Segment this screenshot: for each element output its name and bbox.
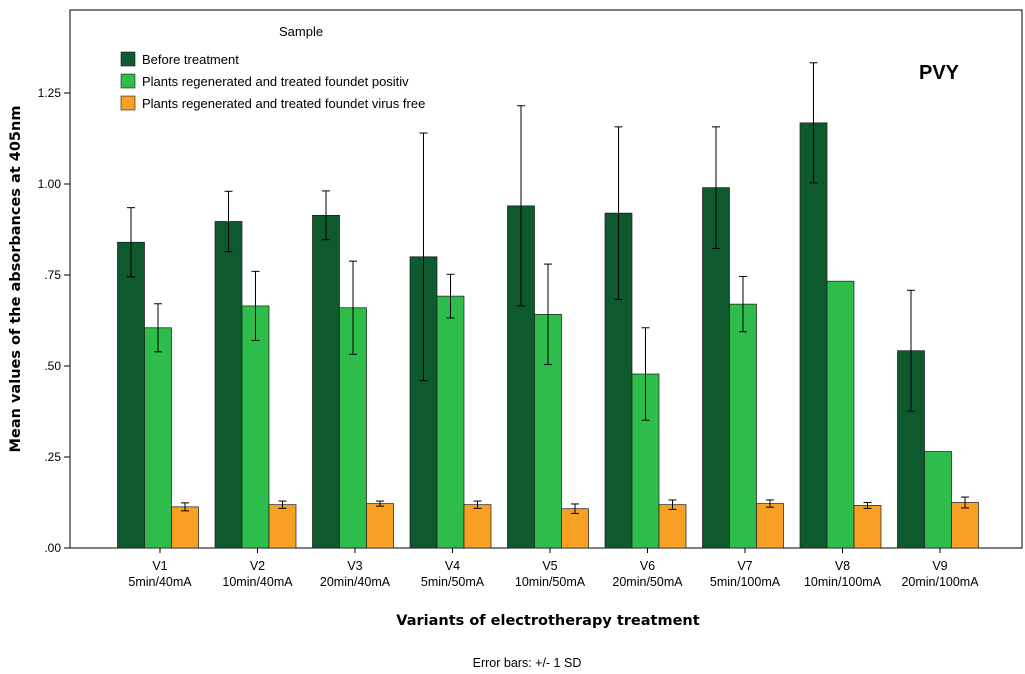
bar bbox=[366, 503, 394, 549]
legend-swatch bbox=[120, 73, 136, 89]
x-tick-label: V8 bbox=[835, 559, 850, 573]
y-tick-label: .50 bbox=[44, 359, 61, 373]
x-tick-sublabel: 20min/100mA bbox=[901, 575, 979, 589]
y-tick-label: .00 bbox=[44, 541, 61, 555]
bar bbox=[268, 504, 297, 549]
y-tick-label: .25 bbox=[44, 450, 61, 464]
virus-annotation: PVY bbox=[919, 62, 960, 84]
bar bbox=[951, 502, 979, 549]
y-tick-label: 1.00 bbox=[38, 177, 62, 191]
bar bbox=[312, 214, 340, 549]
x-axis-title: Variants of electrotherapy treatment bbox=[396, 613, 699, 629]
bar bbox=[799, 122, 828, 549]
error-bar-note: Error bars: +/- 1 SD bbox=[473, 656, 582, 670]
bar bbox=[853, 505, 882, 549]
bar bbox=[561, 508, 589, 549]
x-tick-label: V3 bbox=[347, 559, 362, 573]
y-axis-title: Mean values of the absorbances at 405nm bbox=[8, 106, 24, 453]
bar bbox=[729, 303, 757, 549]
x-tick-sublabel: 5min/100mA bbox=[710, 575, 781, 589]
x-tick-sublabel: 10min/50mA bbox=[515, 575, 586, 589]
bar bbox=[171, 506, 199, 549]
bar bbox=[897, 350, 925, 549]
x-tick-sublabel: 10min/40mA bbox=[222, 575, 293, 589]
bar bbox=[826, 280, 855, 549]
x-tick-label: V9 bbox=[932, 559, 947, 573]
legend-swatch bbox=[120, 51, 136, 67]
bar bbox=[463, 504, 492, 549]
x-tick-sublabel: 10min/100mA bbox=[804, 575, 882, 589]
bar bbox=[117, 241, 145, 549]
bar bbox=[658, 504, 687, 549]
x-tick-label: V1 bbox=[152, 559, 167, 573]
bar bbox=[214, 221, 243, 549]
x-tick-sublabel: 20min/50mA bbox=[612, 575, 683, 589]
y-tick-label: .75 bbox=[44, 268, 61, 282]
legend-label: Plants regenerated and treated foundet v… bbox=[142, 96, 425, 111]
legend-label: Before treatment bbox=[142, 52, 239, 67]
y-tick-label: 1.25 bbox=[38, 86, 62, 100]
x-axis: V1 5min/40mA V2 10min/40mA V3 20min/40mA V4 5mi… bbox=[128, 548, 979, 589]
x-tick-label: V2 bbox=[250, 559, 265, 573]
legend: Sample Before treatment Plants regenerate… bbox=[120, 24, 425, 111]
bar bbox=[507, 205, 535, 549]
bar bbox=[756, 503, 784, 549]
x-tick-label: V7 bbox=[737, 559, 752, 573]
x-tick-sublabel: 5min/50mA bbox=[421, 575, 485, 589]
bars-layer bbox=[117, 62, 979, 549]
x-tick-label: V5 bbox=[542, 559, 557, 573]
legend-label: Plants regenerated and treated foundet p… bbox=[142, 74, 409, 89]
y-axis: .00 .25 .50 .75 1.00 1.25 bbox=[38, 86, 70, 555]
x-tick-label: V4 bbox=[445, 559, 460, 573]
bar bbox=[144, 327, 172, 549]
bar bbox=[436, 295, 465, 549]
bar bbox=[924, 451, 952, 549]
x-tick-sublabel: 5min/40mA bbox=[128, 575, 192, 589]
x-tick-sublabel: 20min/40mA bbox=[320, 575, 391, 589]
bar bbox=[241, 305, 270, 549]
legend-swatch bbox=[120, 95, 136, 111]
legend-title: Sample bbox=[279, 24, 323, 39]
x-tick-label: V6 bbox=[640, 559, 655, 573]
